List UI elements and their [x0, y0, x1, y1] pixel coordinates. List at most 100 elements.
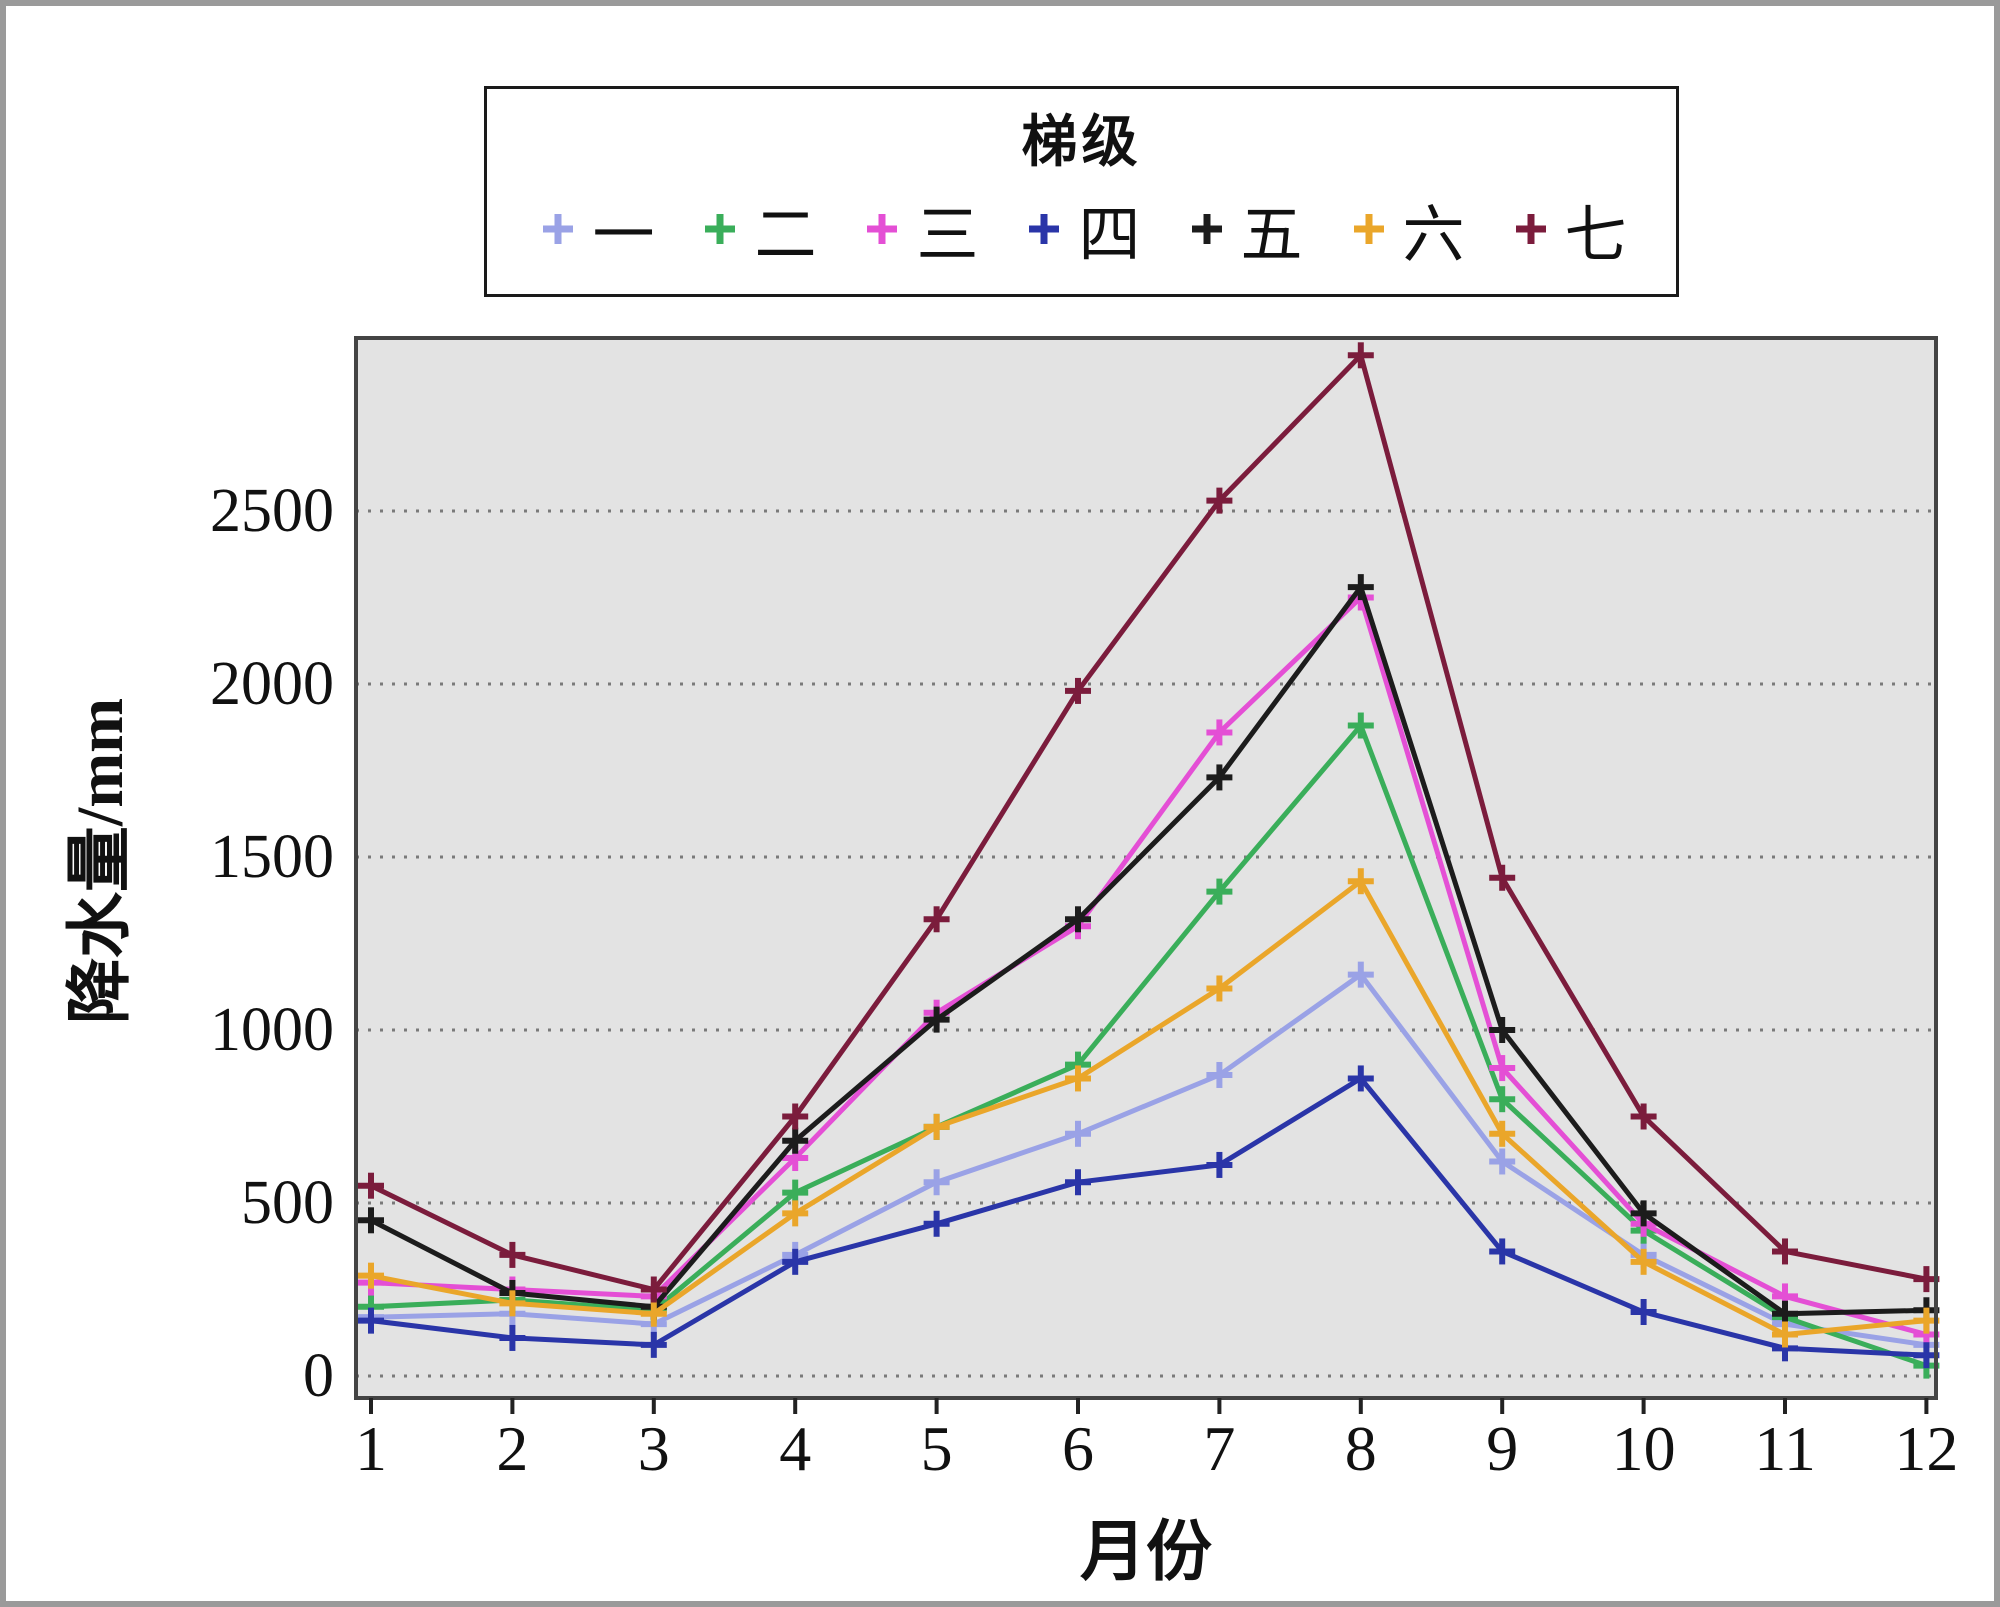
series-四 [358, 1065, 1940, 1369]
marker-二-m8 [1347, 712, 1374, 739]
marker-七-m1 [358, 1172, 384, 1199]
legend-title: 梯级 [1021, 112, 1142, 174]
marker-五-m6 [1065, 906, 1091, 933]
x-tick-label-11: 11 [1754, 1413, 1816, 1484]
legend-marker-plus-icon [1029, 214, 1060, 244]
marker-四-m3 [640, 1331, 667, 1358]
marker-四-m7 [1206, 1151, 1233, 1178]
legend-label-三: 三 [916, 202, 979, 270]
legend-label-五: 五 [1240, 202, 1303, 270]
y-tick-label-2500: 2500 [210, 477, 334, 545]
series-五 [358, 574, 1940, 1327]
marker-二-m9 [1489, 1086, 1516, 1113]
marker-六-m7 [1206, 975, 1233, 1002]
legend-label-七: 七 [1564, 202, 1627, 270]
series-line-六 [370, 878, 1927, 1337]
legend-item-三: 三 [860, 184, 978, 274]
x-tick-labels: 1 2 3 4 5 6 7 8 9 10 11 12 [355, 1398, 1958, 1484]
legend-item-七: 七 [1509, 184, 1627, 274]
marker-四-m1 [358, 1307, 384, 1334]
marker-六-m6 [1065, 1065, 1091, 1092]
marker-四-m2 [499, 1324, 526, 1351]
marker-一-m8 [1347, 961, 1374, 988]
x-tick-label-5: 5 [921, 1413, 953, 1484]
marker-七-m3 [640, 1276, 667, 1303]
series-line-四 [370, 1075, 1927, 1358]
marker-四-m6 [1065, 1169, 1091, 1196]
marker-六-m4 [782, 1200, 809, 1227]
x-tick-label-1: 1 [355, 1413, 387, 1484]
legend-plus-四 [1029, 214, 1060, 244]
series-line-二 [370, 723, 1928, 1368]
legend-label-六: 六 [1402, 202, 1465, 270]
legend-plus-五 [1191, 214, 1222, 244]
marker-四-m8 [1347, 1065, 1374, 1092]
plot-area [356, 338, 1936, 1398]
legend-label-一: 一 [592, 202, 655, 270]
legend-marker-plus-icon [543, 214, 574, 244]
legend-items: 一二三四五六七 [487, 184, 1676, 274]
y-axis-label: 降水量/mm [64, 697, 137, 1025]
y-tick-label-1000: 1000 [210, 996, 334, 1064]
x-tick-label-6: 6 [1062, 1413, 1094, 1484]
marker-五-m5 [923, 1006, 950, 1033]
marker-五-m1 [358, 1207, 384, 1234]
marker-七-m11 [1772, 1238, 1798, 1265]
legend-item-二: 二 [698, 184, 816, 274]
legend-plus-三 [867, 214, 898, 244]
marker-四-m5 [923, 1210, 950, 1237]
marker-七-m8 [1347, 342, 1374, 369]
series-line-三 [370, 595, 1928, 1337]
legend-plus-七 [1515, 214, 1546, 244]
legend-plus-二 [705, 214, 736, 244]
legend-item-一: 一 [536, 184, 654, 274]
y-tick-label-2000: 2000 [210, 650, 334, 718]
series-line-一 [370, 972, 1927, 1348]
marker-五-m8 [1347, 574, 1374, 601]
marker-六-m8 [1347, 868, 1374, 895]
series-line-五 [369, 584, 1927, 1317]
marker-六-m1 [358, 1262, 384, 1289]
legend-marker-plus-icon [705, 214, 736, 244]
marker-七-m5 [923, 906, 950, 933]
marker-七-m6 [1065, 677, 1091, 704]
y-tick-label-1500: 1500 [210, 823, 334, 891]
legend-marker-plus-icon [1353, 214, 1384, 244]
marker-四-m4 [782, 1248, 809, 1275]
marker-一-m9 [1489, 1148, 1516, 1175]
marker-一-m5 [923, 1169, 950, 1196]
marker-一-m7 [1206, 1061, 1233, 1088]
x-tick-label-10: 10 [1612, 1413, 1676, 1484]
x-tick-label-9: 9 [1486, 1413, 1518, 1484]
marker-四-m10 [1630, 1298, 1657, 1325]
marker-六-m2 [499, 1290, 526, 1317]
legend-item-六: 六 [1347, 184, 1465, 274]
marker-六-m11 [1772, 1321, 1798, 1348]
marker-二-m7 [1206, 878, 1233, 905]
y-tick-label-500: 500 [241, 1169, 334, 1237]
legend-marker-plus-icon [1191, 214, 1222, 244]
marker-一-m6 [1065, 1120, 1091, 1147]
marker-六-m5 [923, 1113, 950, 1140]
x-tick-label-8: 8 [1345, 1413, 1377, 1484]
marker-六-m3 [640, 1300, 667, 1327]
legend-item-五: 五 [1185, 184, 1303, 274]
legend-plus-六 [1353, 214, 1384, 244]
legend-label-二: 二 [754, 202, 817, 270]
marker-五-m10 [1630, 1200, 1657, 1227]
legend-label-四: 四 [1078, 202, 1141, 270]
series-七 [358, 342, 1940, 1303]
legend-marker-plus-icon [1515, 214, 1546, 244]
y-tick-labels: 0 500 1000 1500 2000 2500 [210, 477, 334, 1410]
chart-legend: 梯级 一 二 三 四 五 六 七 [484, 86, 1679, 297]
legend-marker-plus-icon [867, 214, 898, 244]
marker-四-m9 [1489, 1238, 1516, 1265]
marker-五-m7 [1206, 764, 1233, 791]
x-tick-label-4: 4 [779, 1413, 811, 1484]
marker-七-m7 [1206, 487, 1233, 514]
x-tick-label-2: 2 [496, 1413, 528, 1484]
plot-frame [354, 336, 1938, 1400]
series-六 [358, 868, 1940, 1348]
